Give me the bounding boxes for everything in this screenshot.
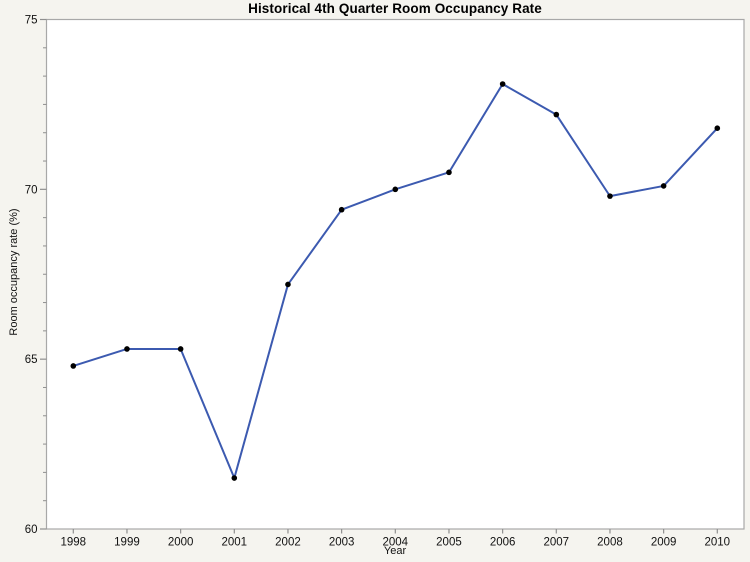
data-point-marker (446, 169, 452, 176)
data-point-marker (70, 363, 77, 369)
x-tick-label: 2003 (329, 537, 355, 549)
data-point-marker (124, 346, 130, 352)
x-axis-label: Year (383, 545, 407, 557)
x-tick-label: 2004 (383, 537, 409, 549)
x-tick-label: 2008 (597, 537, 623, 549)
x-tick-label: 2002 (275, 537, 301, 549)
x-tick-label: 2000 (168, 537, 194, 549)
x-tick-label: 2007 (544, 537, 570, 549)
data-point-marker (177, 346, 184, 352)
y-tick-label: 65 (25, 354, 38, 366)
y-tick-label: 60 (25, 524, 38, 536)
y-tick-label: 75 (25, 15, 38, 27)
data-point-marker (392, 186, 399, 193)
data-point-marker (607, 193, 613, 199)
data-point-marker (231, 475, 238, 481)
data-point-marker (499, 81, 506, 87)
y-tick-label: 70 (25, 184, 38, 196)
x-tick-label: 1998 (61, 537, 87, 549)
data-point-marker (285, 281, 291, 288)
x-tick-label: 2009 (651, 537, 677, 549)
data-point-marker (714, 125, 721, 131)
data-point-marker (660, 183, 667, 189)
x-tick-label: 2001 (222, 537, 248, 549)
plot-area (45, 18, 745, 530)
data-point-marker (338, 206, 345, 213)
data-point-marker (553, 111, 560, 118)
x-tick-label: 2010 (705, 537, 731, 549)
x-tick-label: 2005 (436, 537, 462, 549)
x-tick-label: 1999 (114, 537, 140, 549)
chart-title: Historical 4th Quarter Room Occupancy Ra… (248, 1, 542, 16)
x-tick-label: 2006 (490, 537, 516, 549)
